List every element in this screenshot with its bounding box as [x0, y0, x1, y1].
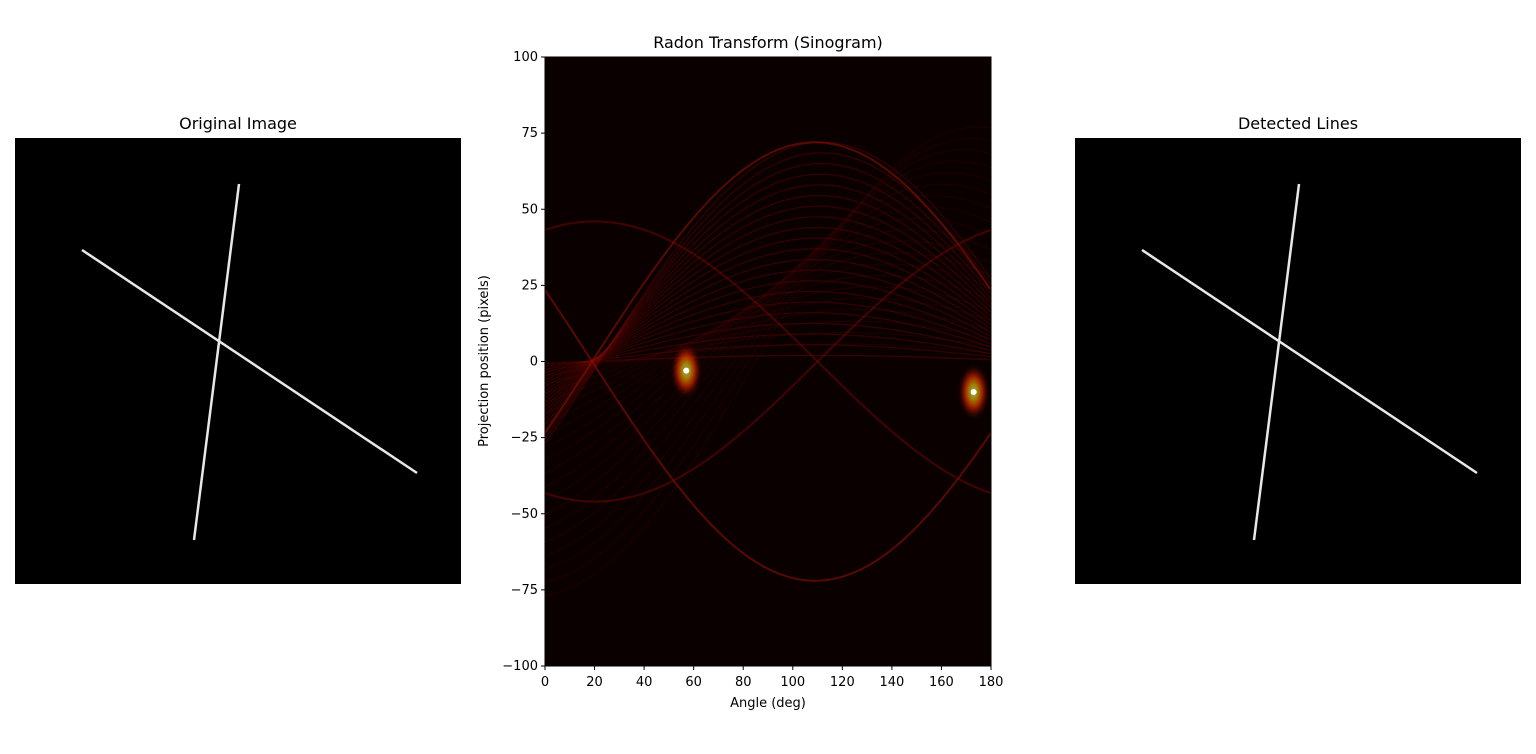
x-tick-label: 100 [780, 675, 805, 690]
sinogram-trace [545, 354, 991, 365]
sinogram-trace [545, 286, 991, 413]
y-tick-label: −100 [502, 659, 538, 674]
sinogram-trace [545, 172, 991, 543]
x-tick-label: 60 [685, 675, 702, 690]
original-image-title: Original Image [179, 114, 297, 133]
y-tick-label: 0 [530, 355, 538, 370]
sinogram-trace [545, 343, 991, 371]
y-tick-label: 25 [521, 278, 538, 293]
sinogram-trace [545, 301, 991, 380]
sinogram-trace [545, 322, 991, 374]
detected-lines-title: Detected Lines [1237, 114, 1359, 133]
sinogram-envelope [545, 228, 991, 503]
sinogram-trace [545, 195, 991, 421]
sinogram-trace [545, 206, 991, 501]
x-tick-label: 40 [636, 675, 653, 690]
sinogram-title: Radon Transform (Sinogram) [653, 33, 883, 52]
sinogram-background [545, 57, 991, 666]
x-tick-label: 80 [735, 675, 752, 690]
detected-lines-svg [1141, 183, 1478, 541]
sinogram-trace [545, 226, 991, 407]
sinogram-trace [545, 354, 991, 364]
sinogram-trace [545, 263, 991, 436]
x-tick-label: 140 [879, 675, 904, 690]
y-tick-label: 50 [521, 202, 538, 217]
sinogram-trace [545, 280, 991, 388]
sinogram-trace [545, 237, 991, 403]
x-tick-label: 180 [979, 675, 1004, 690]
sinogram-trace [545, 126, 991, 596]
sinogram-trace [545, 332, 991, 377]
sinogram-trace [545, 205, 991, 416]
sinogram-trace [545, 344, 991, 367]
sinogram-trace [545, 240, 991, 461]
sinogram-trace [545, 173, 991, 430]
y-tick-label: −75 [511, 583, 538, 598]
sinogram-trace [545, 275, 991, 424]
sinogram-trace [545, 248, 991, 399]
sinogram-trace [545, 152, 991, 439]
sinogram-trace [545, 149, 991, 570]
y-tick-label: 75 [521, 126, 538, 141]
sinogram-trace [545, 290, 991, 384]
y-tick-label: 100 [513, 50, 538, 65]
sinogram-ylabel: Projection position (pixels) [477, 275, 492, 447]
detected-lines-image [1075, 138, 1521, 584]
sinogram-trace [545, 217, 991, 488]
sinogram-trace [545, 216, 991, 412]
sinogram-trace [545, 184, 991, 425]
sinogram-envelope [545, 289, 991, 582]
original-image [15, 138, 461, 584]
detected-line-diagonal [1141, 248, 1478, 475]
sinogram-trace [545, 229, 991, 474]
sinogram-peak [683, 367, 690, 374]
sinogram-trace [545, 258, 991, 395]
sinogram-envelope [545, 220, 991, 495]
sinogram-trace [545, 138, 991, 583]
sinogram-trace [545, 309, 991, 394]
sinogram-trace [545, 163, 991, 435]
line-diagonal [81, 248, 418, 475]
line-steep [192, 183, 241, 541]
original-image-svg [81, 183, 418, 541]
sinogram-trace [545, 312, 991, 377]
x-tick-label: 120 [830, 675, 855, 690]
sinogram-trace [545, 320, 991, 385]
sinogram-envelope [545, 141, 991, 434]
x-tick-label: 160 [929, 675, 954, 690]
sinogram-peak [970, 388, 977, 395]
y-tick-label: −25 [511, 431, 538, 446]
sinogram-xlabel: Angle (deg) [730, 696, 806, 711]
sinogram-trace [545, 183, 991, 529]
x-tick-label: 20 [586, 675, 603, 690]
x-tick-label: 0 [541, 675, 549, 690]
sinogram-trace [545, 269, 991, 391]
y-tick-label: −50 [511, 507, 538, 522]
sinogram-trace [545, 141, 991, 444]
sinogram-trace [545, 333, 991, 370]
detected-line-steep [1252, 183, 1301, 541]
